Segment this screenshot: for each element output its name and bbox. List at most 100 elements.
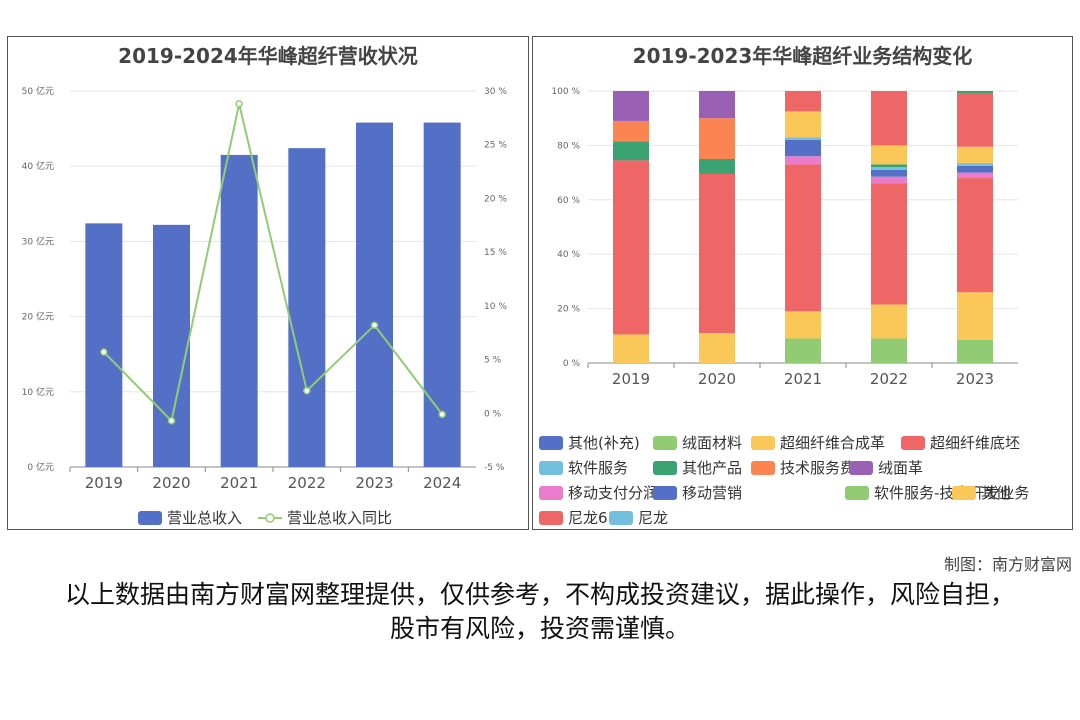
legend-label: 超细纤维底坯 <box>930 434 1021 452</box>
y-right-tick-label: 15 % <box>484 248 507 258</box>
legend-item[interactable]: 移动支付分润 <box>539 482 658 503</box>
stacked-segment <box>785 91 821 112</box>
legend-item[interactable]: 营业总收入 <box>138 507 242 528</box>
stacked-segment <box>699 333 735 363</box>
yoy-line <box>103 103 443 423</box>
stacked-segment <box>785 111 821 138</box>
legend-item[interactable]: 绒面革 <box>849 457 923 478</box>
stacked-segment <box>871 91 907 146</box>
legend-item[interactable]: 尼龙6 <box>539 507 608 528</box>
stacked-segment <box>957 146 993 164</box>
y-tick-label: 20 % <box>557 305 580 315</box>
stacked-segment <box>613 120 649 142</box>
stacked-segment <box>957 339 993 363</box>
legend-item[interactable]: 移动营销 <box>653 482 742 503</box>
stacked-segment <box>871 338 907 363</box>
y-left-tick-label: 0 亿元 <box>27 461 54 473</box>
x-tick-label: 2024 <box>423 474 461 492</box>
y-right-tick-label: 30 % <box>484 87 507 97</box>
legend-label: 其他(补充) <box>568 434 640 452</box>
stacked-segment <box>785 139 821 157</box>
legend-label: 超细纤维合成革 <box>780 434 886 452</box>
legend-item[interactable]: 其他 <box>952 482 1011 503</box>
x-tick-label: 2020 <box>152 474 190 492</box>
stacked-segment <box>957 91 993 94</box>
stacked-segment <box>957 165 993 173</box>
stacked-segment <box>613 91 649 121</box>
stacked-segment <box>871 183 907 305</box>
revenue-bar <box>153 224 190 467</box>
stacked-segment <box>871 164 907 168</box>
stacked-segment <box>785 164 821 312</box>
yoy-point <box>303 386 311 395</box>
legend-item[interactable]: 其他产品 <box>653 457 742 478</box>
legend-color-swatch <box>138 510 162 525</box>
legend-label: 绒面革 <box>878 459 924 477</box>
legend-color-swatch <box>539 510 563 525</box>
stacked-segment <box>699 91 735 119</box>
legend-color-swatch <box>653 435 677 450</box>
legend-label: 绒面材料 <box>682 434 743 452</box>
legend-color-swatch <box>849 460 873 475</box>
stacked-segment <box>613 160 649 335</box>
legend-item[interactable]: 技术服务费 <box>751 457 855 478</box>
stacked-segment <box>699 159 735 174</box>
legend-color-swatch <box>539 435 563 450</box>
structure-chart-panel: 2019-2023年华峰超纤业务结构变化 0 % 20 % 40 % 60 % 80 %… <box>532 36 1073 530</box>
disclaimer-text: 以上数据由南方财富网整理提供，仅供参考，不构成投资建议，据此操作，风险自担，股市… <box>64 580 1015 643</box>
revenue-chart: 0 亿元 10 亿元 20 亿元 30 亿元 40 亿元 50 亿元 -5 % 0 % 5 % 1… <box>22 85 508 492</box>
legend-color-swatch <box>751 460 775 475</box>
stacked-segment <box>871 145 907 165</box>
yoy-point <box>100 348 108 356</box>
legend-color-swatch <box>952 485 976 500</box>
revenue-bar <box>288 148 326 467</box>
stacked-segment <box>957 292 993 340</box>
legend-label: 软件服务 <box>568 459 629 477</box>
legend-label: 软件服务-技术开发业务 <box>874 482 1029 503</box>
legend-label: 尼龙6 <box>568 509 608 527</box>
legend-color-swatch <box>845 485 869 500</box>
y-tick-label: 60 % <box>557 196 580 206</box>
legend-label: 尼龙 <box>638 509 669 527</box>
stacked-segment <box>871 176 907 184</box>
y-right-tick-label: 25 % <box>484 141 507 151</box>
legend-label: 其他产品 <box>682 459 743 477</box>
y-right-tick-label: 0 % <box>484 409 502 419</box>
x-tick-label: 2021 <box>784 370 822 388</box>
stacked-segment <box>871 304 907 339</box>
stacked-segment <box>699 173 735 334</box>
legend-label: 其他 <box>981 484 1012 502</box>
y-tick-label: 40 % <box>557 250 580 260</box>
stacked-segment <box>613 141 649 161</box>
yoy-point <box>438 410 446 419</box>
legend-item[interactable]: 超细纤维合成革 <box>751 432 885 453</box>
x-tick-label: 2023 <box>355 474 393 492</box>
y-left-tick-label: 20 亿元 <box>22 311 54 323</box>
stacked-segment <box>785 311 821 339</box>
legend-label: 营业总收入 <box>167 509 243 527</box>
legend-item[interactable]: 其他(补充) <box>539 432 640 453</box>
x-tick-label: 2023 <box>956 370 994 388</box>
stacked-segment <box>785 137 821 140</box>
x-tick-label: 2022 <box>870 370 908 388</box>
legend-item[interactable]: 绒面材料 <box>653 432 742 453</box>
legend-item[interactable]: 营业总收入同比 <box>258 507 392 528</box>
stacked-segment <box>957 163 993 166</box>
stacked-segment <box>699 118 735 159</box>
y-left-tick-label: 50 亿元 <box>22 85 54 97</box>
legend-item[interactable]: 尼龙 <box>609 507 668 528</box>
legend-item[interactable]: 软件服务 <box>539 457 628 478</box>
legend-color-swatch <box>539 485 563 500</box>
y-left-tick-label: 30 亿元 <box>22 235 54 247</box>
stacked-segment <box>957 93 993 147</box>
y-tick-label: 100 % <box>551 87 580 97</box>
revenue-bar <box>85 223 123 467</box>
legend-item[interactable]: 超细纤维底坯 <box>901 432 1020 453</box>
revenue-chart-title: 2019-2024年华峰超纤营收状况 <box>118 44 418 68</box>
stacked-segment <box>957 172 993 179</box>
y-left-tick-label: 10 亿元 <box>22 386 54 398</box>
structure-chart: 0 % 20 % 40 % 60 % 80 % 100 % 2019 2020 2021 2022… <box>551 87 1018 388</box>
y-left-tick-label: 40 亿元 <box>22 160 54 172</box>
legend-item[interactable]: 软件服务-技术开发业务 <box>845 482 1029 503</box>
structure-chart-title: 2019-2023年华峰超纤业务结构变化 <box>632 44 973 68</box>
